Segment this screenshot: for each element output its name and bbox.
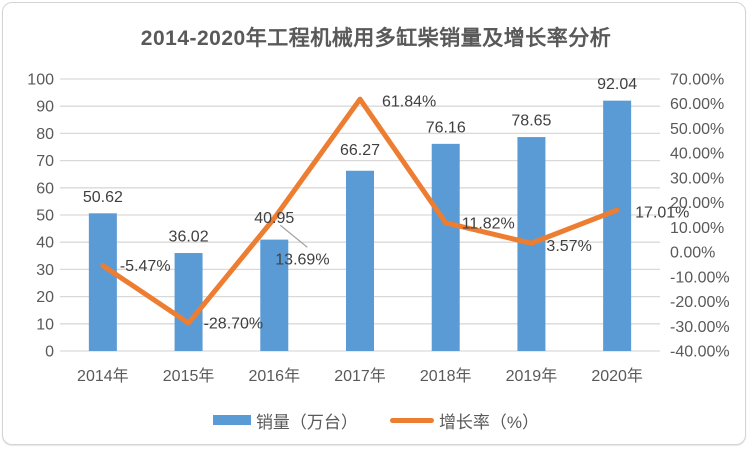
right-axis-tick-label: -20.00%: [670, 294, 730, 311]
right-axis-tick-label: 70.00%: [670, 72, 724, 89]
left-axis-tick-label: 30: [36, 262, 54, 279]
chart-legend: 销量（万台） 增长率（%）: [0, 407, 752, 433]
sales-data-label: 76.16: [426, 119, 466, 136]
left-axis-tick-label: 70: [36, 153, 54, 170]
sales-data-label: 50.62: [83, 189, 123, 206]
right-axis-tick-label: -10.00%: [670, 269, 730, 286]
growth-line-swatch-icon: [389, 417, 434, 423]
legend-item-sales: 销量（万台）: [212, 408, 358, 433]
growth-data-label: -5.47%: [120, 258, 171, 275]
left-axis-tick-label: 100: [27, 72, 54, 89]
sales-bar-swatch-icon: [212, 415, 251, 425]
left-axis-tick-label: 90: [36, 99, 54, 116]
right-axis-tick-label: 30.00%: [670, 170, 724, 187]
left-axis-tick-label: 80: [36, 126, 54, 143]
x-axis-category-label: 2018年: [420, 367, 472, 385]
left-axis-tick-label: 60: [36, 180, 54, 197]
growth-data-label: 11.82%: [462, 215, 515, 232]
left-axis-tick-label: 10: [36, 316, 54, 333]
x-axis-category-label: 2014年: [77, 367, 129, 385]
label-leader-line: [279, 224, 308, 248]
right-axis-tick-label: 20.00%: [670, 195, 724, 212]
right-axis-tick-label: 10.00%: [670, 220, 724, 237]
right-axis-tick-label: -40.00%: [670, 344, 730, 361]
legend-label-growth: 增长率（%）: [438, 412, 540, 432]
sales-bar: [174, 253, 203, 351]
left-axis-tick-label: 0: [45, 344, 54, 361]
sales-bar: [603, 100, 632, 351]
left-axis-tick-label: 50: [36, 208, 54, 225]
right-axis-tick-label: 60.00%: [670, 96, 724, 113]
sales-data-label: 36.02: [169, 229, 209, 246]
left-axis-tick-label: 20: [36, 289, 54, 306]
growth-data-label: 17.01%: [635, 205, 689, 222]
sales-data-label: 40.95: [254, 210, 294, 227]
right-axis-tick-label: 0.00%: [670, 245, 715, 262]
right-axis-tick-label: 40.00%: [670, 146, 724, 163]
x-axis-category-label: 2019年: [506, 367, 558, 385]
x-axis-category-label: 2017年: [334, 367, 386, 385]
growth-data-label: -28.70%: [204, 316, 264, 333]
sales-data-label: 78.65: [511, 113, 551, 130]
legend-label-sales: 销量（万台）: [255, 412, 358, 432]
sales-data-label: 92.04: [597, 76, 637, 93]
x-axis-category-label: 2016年: [248, 367, 300, 385]
growth-data-label: 61.84%: [382, 94, 436, 111]
sales-bar: [88, 213, 117, 351]
right-axis-tick-label: 50.00%: [670, 121, 724, 138]
sales-data-label: 66.27: [340, 142, 380, 159]
growth-data-label: 13.69%: [275, 252, 329, 269]
x-axis-category-label: 2015年: [163, 367, 215, 385]
growth-data-label: 3.57%: [546, 238, 591, 255]
chart-title: 2014-2020年工程机械用多缸柴销量及增长率分析: [140, 27, 612, 50]
sales-bar: [260, 239, 289, 351]
sales-bar: [431, 143, 460, 351]
left-axis-tick-label: 40: [36, 235, 54, 252]
growth-line: [100, 96, 620, 326]
sales-bar: [346, 170, 374, 351]
right-axis-tick-label: -30.00%: [670, 319, 730, 336]
x-axis-category-label: 2020年: [591, 367, 643, 385]
legend-item-growth: 增长率（%）: [389, 408, 540, 433]
